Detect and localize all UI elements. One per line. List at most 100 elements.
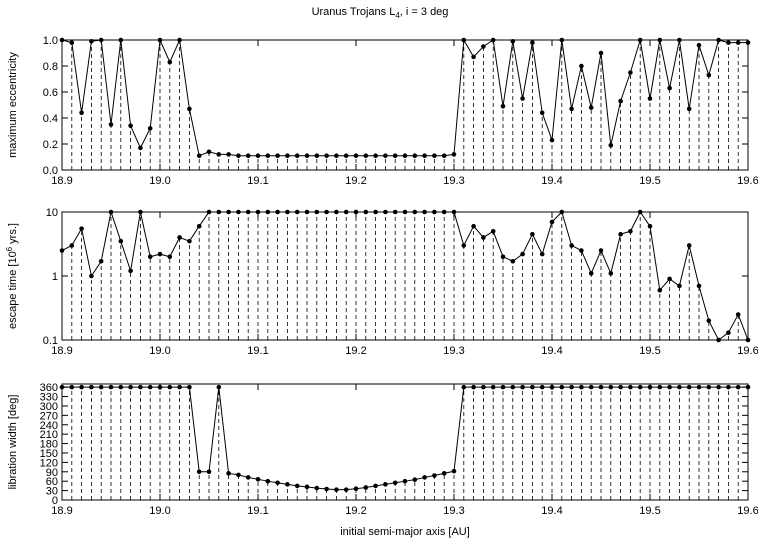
y-axis-label: escape time [106 yrs.] bbox=[5, 223, 19, 329]
data-point bbox=[539, 384, 545, 390]
y-tick-label: 0.2 bbox=[43, 139, 58, 151]
data-point bbox=[657, 384, 663, 390]
data-point bbox=[569, 243, 574, 248]
data-point bbox=[236, 472, 241, 478]
data-point bbox=[706, 72, 712, 78]
x-tick-label: 19.6 bbox=[737, 175, 758, 187]
data-point bbox=[216, 384, 222, 390]
data-point bbox=[422, 475, 427, 480]
data-point bbox=[432, 473, 437, 478]
data-point bbox=[569, 384, 574, 390]
data-point bbox=[236, 209, 241, 215]
data-point bbox=[226, 471, 231, 476]
data-point bbox=[383, 482, 388, 487]
data-point bbox=[647, 223, 653, 229]
y-label-part: 6 bbox=[5, 246, 14, 251]
data-point bbox=[588, 384, 594, 390]
data-point bbox=[147, 254, 153, 260]
data-point bbox=[667, 85, 672, 91]
data-point bbox=[128, 384, 133, 390]
data-point bbox=[275, 153, 280, 158]
y-axis-label: libration width [deg] bbox=[7, 395, 19, 490]
x-tick-label: 19.0 bbox=[149, 505, 170, 517]
data-point bbox=[579, 248, 584, 253]
y-tick-label: 240 bbox=[40, 420, 58, 432]
data-point bbox=[324, 209, 329, 215]
data-point bbox=[245, 153, 251, 158]
data-point bbox=[461, 243, 467, 248]
data-point bbox=[461, 37, 467, 43]
data-point bbox=[696, 42, 702, 48]
data-point bbox=[98, 384, 104, 390]
data-point bbox=[147, 126, 153, 131]
data-point bbox=[255, 153, 261, 158]
data-point bbox=[559, 209, 565, 215]
data-point bbox=[187, 238, 192, 244]
data-point bbox=[383, 209, 388, 215]
data-point bbox=[265, 153, 271, 158]
y-tick-label: 360 bbox=[40, 382, 58, 394]
data-point bbox=[157, 37, 163, 43]
data-point bbox=[206, 149, 212, 155]
data-point bbox=[706, 384, 712, 390]
data-point bbox=[334, 487, 339, 492]
x-tick-label: 19.2 bbox=[345, 175, 366, 187]
data-point bbox=[559, 37, 565, 43]
x-tick-label: 19.4 bbox=[541, 175, 562, 187]
data-point bbox=[539, 110, 545, 116]
x-tick-label: 19.0 bbox=[149, 175, 170, 187]
data-point bbox=[735, 40, 741, 45]
data-point bbox=[373, 483, 378, 489]
data-point bbox=[285, 209, 290, 215]
data-point bbox=[490, 384, 496, 390]
x-tick-label: 19.1 bbox=[247, 345, 268, 357]
data-point bbox=[187, 106, 192, 112]
data-point bbox=[441, 209, 447, 215]
y-tick-label: 0 bbox=[52, 495, 58, 507]
data-point bbox=[353, 209, 359, 215]
y-axis-label: maximum eccentricity bbox=[7, 52, 19, 158]
data-point bbox=[304, 209, 310, 215]
data-point bbox=[363, 209, 369, 215]
data-point bbox=[608, 271, 614, 276]
data-point bbox=[98, 37, 104, 43]
data-line bbox=[61, 38, 748, 157]
y-tick-label: 0.0 bbox=[43, 165, 58, 177]
data-point bbox=[167, 384, 173, 390]
data-point bbox=[79, 110, 84, 116]
data-point bbox=[285, 482, 290, 487]
data-point bbox=[647, 384, 653, 390]
data-point bbox=[696, 283, 702, 289]
data-point bbox=[608, 384, 614, 390]
data-point bbox=[108, 384, 114, 390]
data-point bbox=[510, 39, 516, 44]
data-point bbox=[422, 153, 427, 158]
data-point bbox=[686, 384, 692, 390]
data-point bbox=[108, 209, 114, 215]
data-point bbox=[686, 106, 692, 112]
data-point bbox=[216, 152, 222, 157]
data-point bbox=[59, 248, 65, 253]
data-point bbox=[343, 209, 349, 215]
data-point bbox=[89, 273, 94, 279]
data-point bbox=[89, 39, 94, 44]
data-point bbox=[696, 384, 702, 390]
y-tick-label: 120 bbox=[40, 457, 58, 469]
data-point bbox=[255, 209, 261, 215]
data-point bbox=[471, 54, 476, 60]
data-point bbox=[530, 384, 535, 390]
data-point bbox=[392, 480, 398, 486]
data-point bbox=[392, 209, 398, 215]
data-point bbox=[226, 152, 231, 157]
data-point bbox=[353, 153, 359, 158]
y-label-part: yrs.] bbox=[7, 223, 19, 247]
data-point bbox=[412, 153, 418, 158]
data-point bbox=[500, 384, 506, 390]
data-point bbox=[716, 337, 721, 343]
data-point bbox=[59, 384, 65, 390]
data-point bbox=[667, 276, 672, 282]
data-point bbox=[647, 96, 653, 101]
data-point bbox=[167, 254, 173, 260]
data-point bbox=[226, 209, 231, 215]
title-part: Uranus Trojans L bbox=[312, 6, 396, 18]
